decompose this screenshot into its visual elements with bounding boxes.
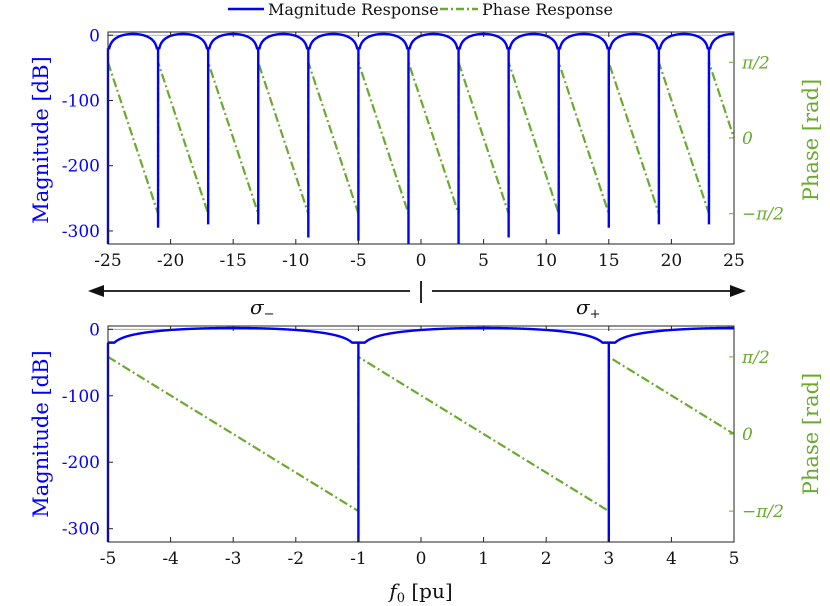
x-tick-label: -10 [282, 251, 309, 271]
y-right-tick-label: −π/2 [742, 502, 784, 522]
y-tick-label: -100 [62, 91, 100, 111]
x-tick-label: -5 [350, 251, 367, 271]
sigma-plus-label: σ+ [576, 295, 601, 322]
x-tick-label: -3 [225, 549, 242, 569]
bottom-axis-ticks: -5 -4 -3 -2 -1 0 1 2 3 4 5 0 -100 -200 -300 π/2 0 −π/2 [62, 320, 784, 569]
x-tick-label: -2 [288, 549, 305, 569]
x-tick-label: -20 [157, 251, 184, 271]
bottom-ylabel-right: Phase [rad] [799, 373, 823, 495]
y-right-tick-label: 0 [742, 129, 753, 149]
phase-response-line [106, 61, 736, 215]
y-tick-label: 0 [89, 320, 100, 340]
sigma-minus-arrowhead [88, 285, 104, 297]
bottom-plot-frame [107, 325, 735, 543]
sigma-minus-label: σ− [250, 295, 275, 322]
x-tick-label: 0 [416, 251, 427, 271]
y-tick-label: -300 [62, 520, 100, 540]
x-tick-label: 25 [723, 251, 745, 271]
y-tick-label: -300 [62, 222, 100, 242]
bottom-plot-marks [106, 326, 735, 542]
y-tick-label: -100 [62, 387, 100, 407]
x-tick-label: -4 [162, 549, 179, 569]
bottom-xlabel: f0 [pu] [387, 579, 452, 606]
x-tick-label: 10 [535, 251, 557, 271]
top-ylabel-right: Phase [rad] [799, 79, 823, 201]
top-ylabel: Magnitude [dB] [29, 56, 53, 223]
sigma-plus-arrowhead [730, 285, 746, 297]
x-tick-label: 2 [541, 549, 552, 569]
phase-response-line [107, 354, 735, 514]
x-tick-label: 5 [729, 549, 740, 569]
x-tick-label: 3 [603, 549, 614, 569]
top-axis-ticks: -25 -20 -15 -10 -5 0 5 10 15 20 25 0 -100 -200 -300 π/2… [62, 26, 784, 271]
y-tick-label: 0 [89, 26, 100, 46]
y-right-tick-label: π/2 [741, 53, 770, 73]
x-tick-label: -1 [350, 549, 367, 569]
x-tick-label: 0 [416, 549, 427, 569]
legend: Magnitude Response Phase Response [228, 0, 613, 19]
x-tick-label: 4 [666, 549, 677, 569]
y-right-tick-label: 0 [742, 425, 753, 445]
y-right-tick-label: π/2 [741, 348, 770, 368]
x-tick-label: -25 [94, 251, 121, 271]
x-tick-label: 1 [478, 549, 489, 569]
top-panel: Magnitude [dB] Phase [rad] -25 -20 -15 -10-… [29, 26, 823, 271]
x-tick-label: 15 [598, 251, 620, 271]
legend-magnitude-label: Magnitude Response [268, 0, 439, 19]
top-plot-marks [106, 32, 736, 244]
x-tick-label: 5 [478, 251, 489, 271]
bottom-ylabel: Magnitude [dB] [29, 350, 53, 517]
y-tick-label: -200 [62, 453, 100, 473]
sigma-arrows: σ− σ+ [88, 281, 746, 322]
y-right-tick-label: −π/2 [742, 205, 784, 225]
y-tick-label: -200 [62, 157, 100, 177]
bottom-panel: Magnitude [dB] Phase [rad] -5 -4 -3 -2 -1 0 1 2… [29, 320, 823, 606]
x-tick-label: 20 [661, 251, 683, 271]
legend-phase-label: Phase Response [482, 0, 613, 19]
x-tick-label: -5 [100, 549, 117, 569]
x-tick-label: -15 [220, 251, 247, 271]
top-plot-frame [107, 31, 735, 245]
